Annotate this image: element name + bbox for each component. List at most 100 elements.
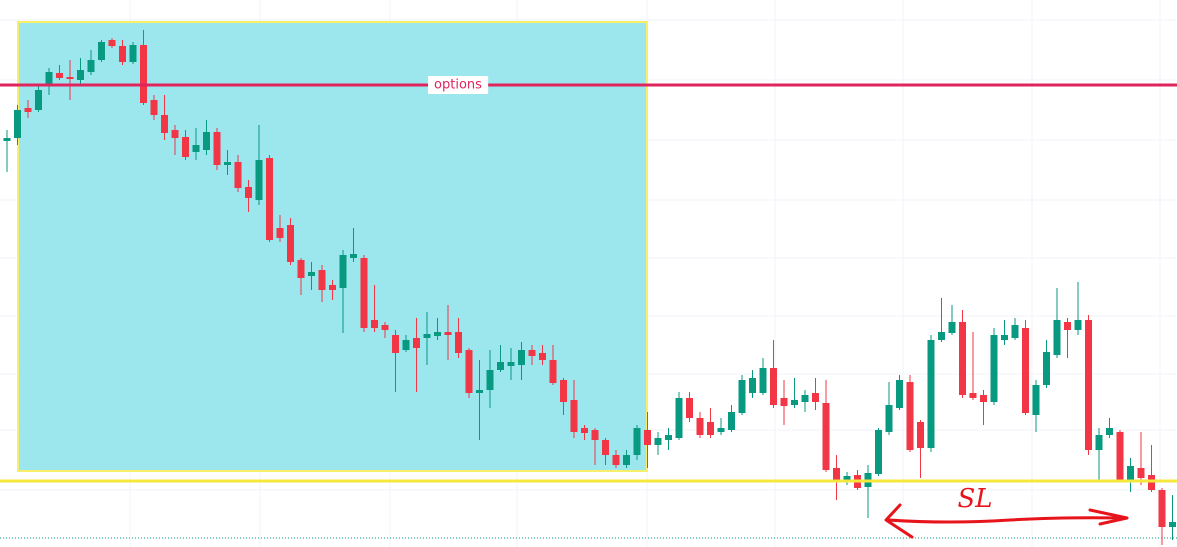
candle-body [959, 322, 966, 395]
candle-body [77, 70, 84, 80]
candle-body [612, 455, 620, 465]
candle-body [990, 335, 998, 402]
candle-body [1043, 352, 1050, 385]
candle-body [245, 187, 252, 198]
candle-body [255, 160, 263, 200]
candle-body [129, 45, 137, 62]
candle-body [1158, 490, 1166, 527]
candle-body [465, 350, 473, 393]
candle-body [665, 435, 672, 440]
candle-body [1022, 328, 1029, 413]
candle-body [287, 225, 294, 262]
candle-body [1137, 468, 1145, 478]
candle-body [728, 412, 735, 430]
candle-body [402, 340, 410, 350]
candle-body [654, 438, 662, 445]
level-label: options [434, 78, 482, 93]
highlight-box [17, 21, 648, 472]
candle-body [381, 325, 389, 330]
candle-body [392, 335, 399, 353]
candle-body [35, 90, 42, 110]
candle-body [276, 228, 284, 238]
candle-body [98, 42, 105, 60]
candle-body [1169, 522, 1176, 527]
candle-body [360, 258, 368, 328]
candle-body [896, 380, 903, 408]
candle-body [581, 428, 588, 433]
candle-body [24, 108, 32, 112]
candle-body [434, 332, 441, 336]
candle-body [1106, 428, 1113, 435]
candle-body [87, 60, 95, 72]
candle-body [1085, 320, 1092, 450]
candle-body [476, 390, 483, 393]
candle-body [570, 400, 578, 432]
candle-body [486, 370, 494, 390]
candle-body [1074, 320, 1082, 330]
candle-body [203, 132, 210, 150]
candle-body [843, 476, 851, 482]
candle-body [948, 322, 956, 333]
candle-body [822, 403, 830, 470]
sl-drawing [884, 503, 1129, 539]
candle-body [770, 368, 777, 405]
candle-body [1127, 466, 1134, 480]
candle-body [119, 46, 126, 62]
candle-body [560, 380, 567, 402]
levels: options [0, 76, 1177, 483]
candle-body [297, 260, 305, 278]
level-label-bg [428, 76, 489, 94]
candle-body [717, 428, 725, 432]
candle-body [66, 77, 74, 79]
candle-body [1116, 432, 1124, 480]
candle-body [1095, 435, 1103, 450]
candle-body [623, 455, 630, 465]
candle-body [108, 40, 116, 46]
candle-body [549, 360, 557, 383]
candle-body [675, 398, 683, 438]
candle-body [350, 254, 357, 258]
candle-body [539, 353, 546, 360]
candle-body [980, 395, 987, 402]
candles [3, 30, 1176, 545]
candle-body [1001, 335, 1008, 340]
candle-body [339, 255, 347, 288]
candle-body [329, 285, 336, 290]
candle-body [906, 382, 914, 450]
candle-body [56, 73, 63, 78]
candle-body [738, 380, 746, 413]
candle-body [182, 137, 189, 157]
candle-body [455, 332, 462, 353]
candle-body [969, 393, 977, 398]
candle-body [45, 72, 53, 85]
sl-label: SL [957, 484, 992, 514]
candle-body [1032, 385, 1040, 415]
candle-body [875, 430, 882, 474]
candle-body [14, 110, 21, 138]
candle-body [171, 130, 179, 138]
candle-body [885, 405, 893, 432]
candle-body [1053, 320, 1061, 355]
candle-body [591, 430, 599, 440]
candle-body [917, 422, 924, 448]
candle-body [161, 115, 168, 133]
candle-body [518, 350, 525, 365]
candle-body [644, 430, 651, 445]
candle-body [413, 338, 420, 348]
candle-body [192, 145, 200, 152]
candle-body [318, 270, 326, 290]
candle-body [749, 378, 756, 393]
candle-body [444, 332, 452, 335]
candle-body [801, 395, 809, 402]
candle-body [696, 418, 704, 435]
candle-body [780, 398, 788, 406]
candle-body [371, 320, 378, 328]
candle-body [224, 162, 231, 165]
candle-body [3, 138, 11, 141]
candle-body [927, 340, 935, 448]
candle-body [812, 393, 819, 402]
candle-body [759, 368, 767, 393]
candle-body [497, 362, 504, 370]
candle-body [507, 362, 515, 366]
